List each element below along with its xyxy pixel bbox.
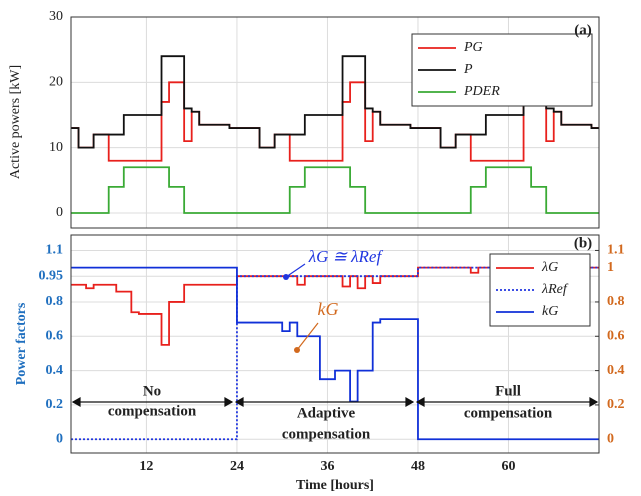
annotation: kG <box>318 299 339 319</box>
legend-label: P <box>463 62 473 77</box>
y-tick-label: 0 <box>56 205 63 220</box>
y2-tick-label: 0.6 <box>607 328 625 343</box>
x-axis-label: Time [hours] <box>296 478 374 493</box>
x-tick-label: 12 <box>139 459 153 474</box>
legend-label: kG <box>542 304 558 319</box>
annotation: compensation <box>282 426 371 442</box>
legend-label: PG <box>463 40 483 55</box>
y-tick-label: 30 <box>49 9 63 24</box>
annotation-arrow <box>285 263 306 278</box>
legend-box <box>489 253 591 327</box>
y-tick-label: 0 <box>56 431 63 446</box>
y2-tick-label: 0.8 <box>607 294 625 309</box>
x-tick-label: 60 <box>501 459 515 474</box>
series-line <box>71 266 599 441</box>
y-tick-label: 10 <box>49 140 63 155</box>
annotation: compensation <box>464 405 553 421</box>
y-tick-label: 0.6 <box>46 328 64 343</box>
y-tick-label: 0.95 <box>39 268 64 283</box>
y2-tick-label: 1 <box>607 260 614 275</box>
y2-tick-label: 0.2 <box>607 397 625 412</box>
legend-label: PDER <box>463 84 500 99</box>
x-tick-label: 48 <box>411 459 425 474</box>
x-tick-label: 36 <box>320 459 334 474</box>
y2-tick-label: 0.4 <box>607 363 625 378</box>
annotation: λG ≅ λRef <box>308 247 384 266</box>
y-tick-label: 0.4 <box>46 363 64 378</box>
y2-tick-label: 0 <box>607 431 614 446</box>
annotation: Adaptive <box>297 405 356 421</box>
panel-label: (a) <box>574 22 592 38</box>
annotation-dot <box>283 274 289 280</box>
x-tick-label: 24 <box>230 459 244 474</box>
series-line <box>71 55 599 149</box>
panel-label: (b) <box>574 235 592 251</box>
y-tick-label: 20 <box>49 75 63 90</box>
annotation-dot <box>294 347 300 353</box>
y-axis-label: Active powers [kW] <box>8 65 23 179</box>
span-arrows <box>71 396 599 408</box>
series-line <box>71 166 599 214</box>
plot-frame <box>70 234 600 454</box>
annotation: compensation <box>108 403 197 419</box>
plot-frame <box>70 16 600 229</box>
legend-label: λRef <box>541 282 569 297</box>
annotation: Full <box>495 383 521 399</box>
y-tick-label: 1.1 <box>46 243 64 258</box>
y2-tick-label: 1.1 <box>607 243 625 258</box>
annotation: No <box>143 383 161 399</box>
y-tick-label: 0.8 <box>46 294 64 309</box>
annotation-arrow <box>296 322 319 351</box>
legend-box <box>411 33 593 107</box>
series-line <box>71 81 599 162</box>
y-axis-label: Power factors <box>14 302 29 385</box>
legend-label: λG <box>541 260 558 275</box>
y-tick-label: 0.2 <box>46 397 64 412</box>
